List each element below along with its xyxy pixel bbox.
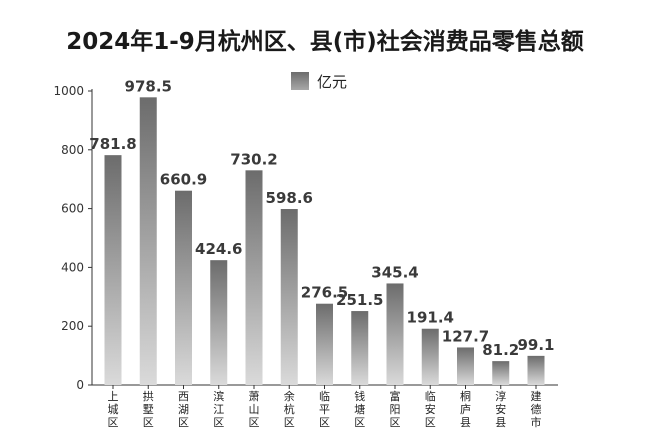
x-category-label: 钱塘区	[354, 389, 365, 429]
bar-value-label: 127.7	[442, 327, 489, 345]
bar	[245, 170, 263, 385]
x-category-label: 富阳区	[390, 389, 401, 429]
bar	[527, 355, 545, 385]
bar	[351, 311, 369, 385]
bar	[386, 283, 404, 385]
x-category-label: 临平区	[319, 389, 330, 429]
bar-value-label: 424.6	[195, 240, 242, 258]
y-tick-label: 400	[61, 260, 84, 274]
bar-value-label: 191.4	[407, 309, 454, 327]
y-tick-label: 0	[76, 378, 84, 392]
bar	[421, 328, 439, 385]
bar	[175, 190, 192, 385]
y-tick-label: 600	[61, 202, 84, 216]
bar-value-label: 598.6	[266, 189, 313, 207]
bar	[139, 97, 157, 386]
bar-value-label: 345.4	[371, 263, 418, 281]
bar-value-label: 660.9	[160, 171, 207, 189]
bar	[457, 347, 474, 385]
x-category-label: 临安区	[425, 389, 436, 429]
x-category-label: 滨江区	[213, 389, 224, 429]
x-category-label: 余杭区	[284, 389, 295, 429]
x-category-label: 淳安县	[495, 389, 506, 429]
x-category-label: 萧山区	[249, 390, 260, 429]
bar-value-label: 251.5	[336, 291, 383, 309]
x-category-label: 西湖区	[178, 390, 189, 429]
chart-title: 2024年1-9月杭州区、县(市)社会消费品零售总额	[66, 29, 584, 55]
bar	[104, 155, 122, 385]
y-tick-label: 1000	[53, 84, 84, 98]
bar-value-label: 978.5	[125, 77, 172, 95]
legend-swatch	[291, 72, 309, 90]
x-category-label: 桐庐县	[460, 389, 471, 429]
bar	[210, 260, 228, 385]
bar-value-label: 730.2	[230, 150, 277, 168]
bar	[316, 303, 333, 385]
bar-value-label: 276.5	[301, 284, 348, 302]
x-category-label: 上城区	[108, 390, 119, 429]
bar	[280, 209, 298, 385]
y-tick-label: 200	[61, 319, 84, 333]
bar-value-label: 781.8	[89, 135, 136, 153]
bar	[492, 361, 510, 385]
legend: 亿元	[291, 71, 347, 91]
legend-label: 亿元	[317, 72, 348, 91]
bar-value-label: 81.2	[482, 341, 519, 359]
x-category-label: 建德市	[531, 389, 542, 429]
x-category-label: 拱墅区	[143, 389, 154, 429]
bar-value-label: 99.1	[517, 336, 554, 354]
y-tick-label: 800	[61, 143, 84, 157]
